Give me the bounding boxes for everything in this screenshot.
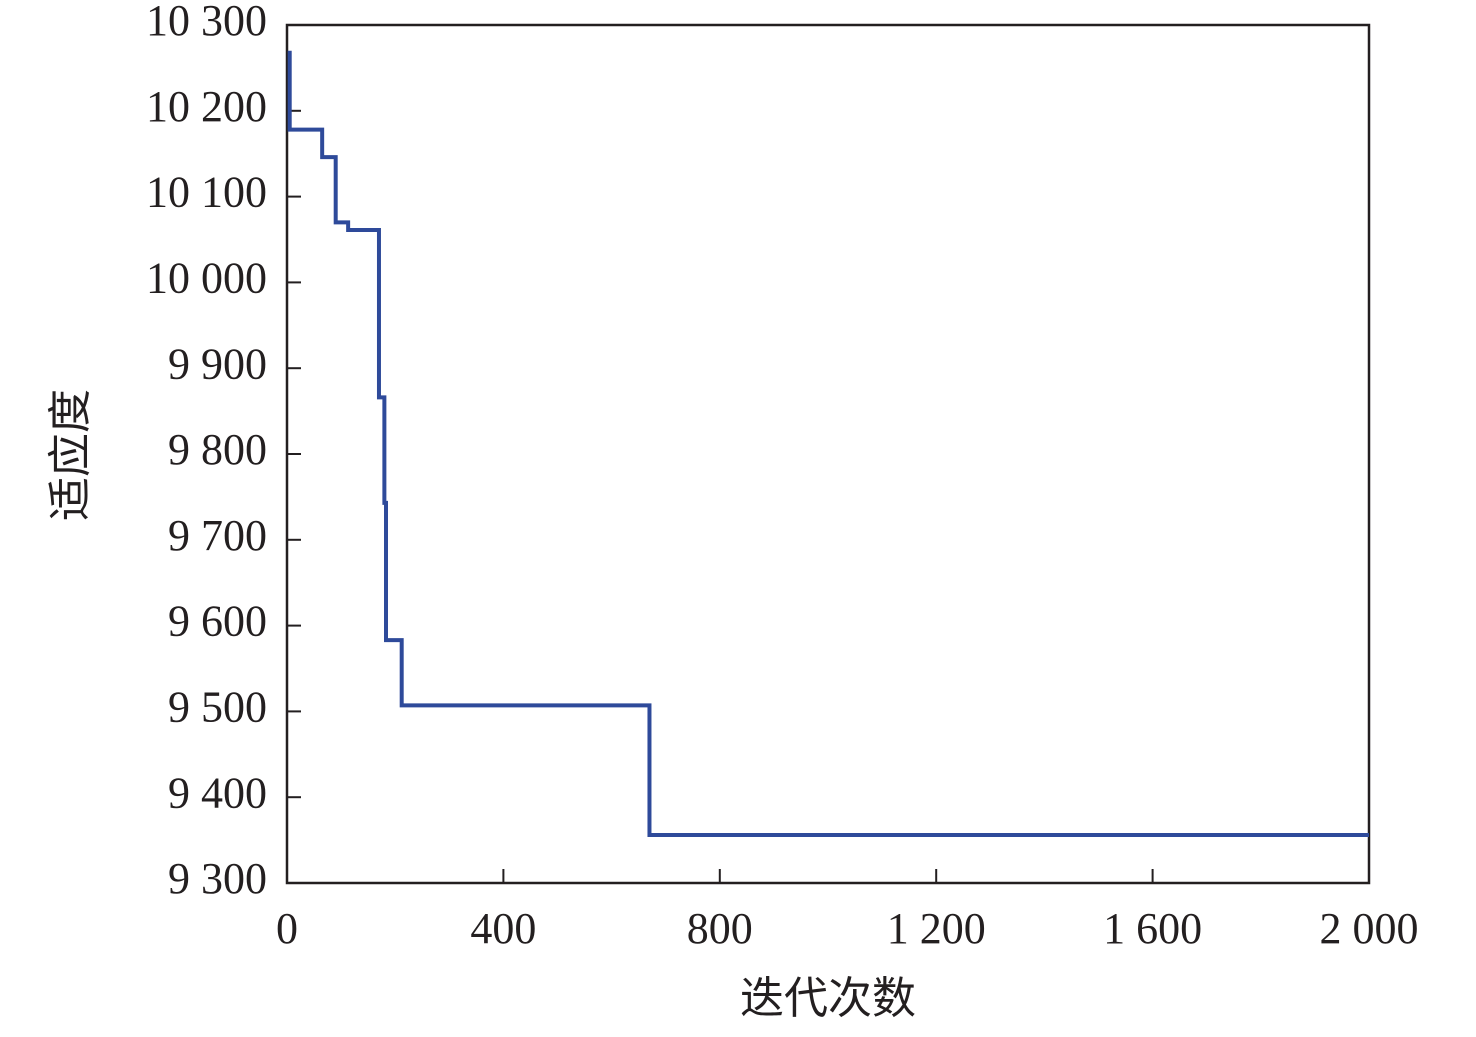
x-tick-label: 2 000 (1320, 904, 1419, 953)
x-tick-label: 1 200 (887, 904, 986, 953)
y-tick-label: 9 800 (168, 425, 267, 474)
plot-frame (285, 23, 1371, 885)
x-tick-label: 800 (687, 904, 753, 953)
x-tick-label: 400 (470, 904, 536, 953)
y-tick-label: 10 000 (146, 253, 267, 302)
y-tick-label: 9 500 (168, 682, 267, 731)
y-tick-label: 10 200 (146, 82, 267, 131)
y-tick-label: 10 100 (146, 168, 267, 217)
y-tick-label: 9 900 (168, 339, 267, 388)
y-tick-label: 9 600 (168, 597, 267, 646)
x-tick-label: 0 (276, 904, 298, 953)
y-axis-label: 适应度 (46, 389, 95, 521)
fitness-line (287, 50, 1369, 837)
y-tick-label: 9 300 (168, 854, 267, 903)
x-axis-label: 迭代次数 (740, 974, 916, 1023)
y-tick-label: 9 700 (168, 511, 267, 560)
x-tick-label: 1 600 (1103, 904, 1202, 953)
y-tick-label: 10 300 (146, 0, 267, 45)
y-tick-label: 9 400 (168, 768, 267, 817)
